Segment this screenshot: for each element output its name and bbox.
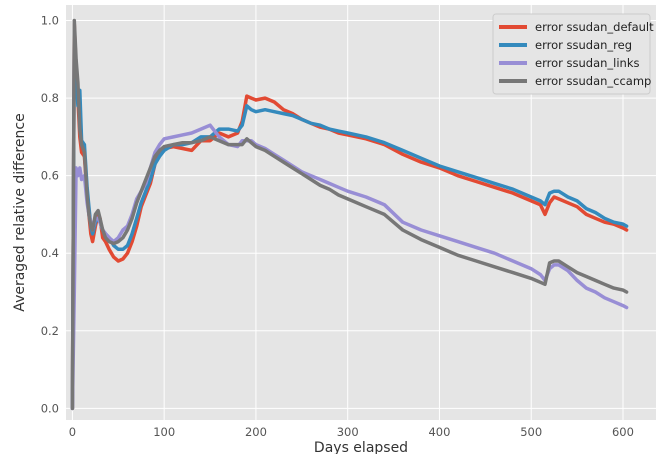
series-line-4: [70, 18, 629, 411]
y-tick-label: 0.4: [41, 246, 59, 260]
x-tick-label: 500: [520, 425, 542, 439]
legend-label: error ssudan_default: [535, 20, 654, 34]
x-tick-label: 200: [245, 425, 267, 439]
x-axis-label: Days elapsed: [314, 440, 408, 454]
y-tick-label: 0.6: [41, 169, 59, 183]
x-tick-label: 600: [612, 425, 634, 439]
x-tick-label: 300: [337, 425, 359, 439]
y-tick-label: 0.0: [41, 401, 59, 415]
y-tick-label: 0.2: [41, 324, 59, 338]
y-tick-label: 0.8: [41, 91, 59, 105]
x-tick-label: 100: [153, 425, 175, 439]
y-grid-lines: [66, 20, 656, 409]
legend-label: error ssudan_reg: [535, 38, 632, 52]
x-tick-label: 400: [428, 425, 450, 439]
legend-label: error ssudan_links: [535, 56, 639, 70]
x-tick-label: 0: [69, 425, 76, 439]
legend-box: [492, 13, 651, 95]
legend-label: error ssudan_ccamp: [535, 74, 651, 88]
x-tick-labels: 0 100 200 300 400 500 600: [69, 425, 634, 439]
y-axis-label: Averaged relative difference: [12, 113, 28, 311]
series-layer: [70, 18, 629, 411]
y-tick-label: 1.0: [41, 14, 59, 28]
y-tick-labels: 0.0 0.2 0.4 0.6 0.8 1.0: [41, 14, 59, 416]
